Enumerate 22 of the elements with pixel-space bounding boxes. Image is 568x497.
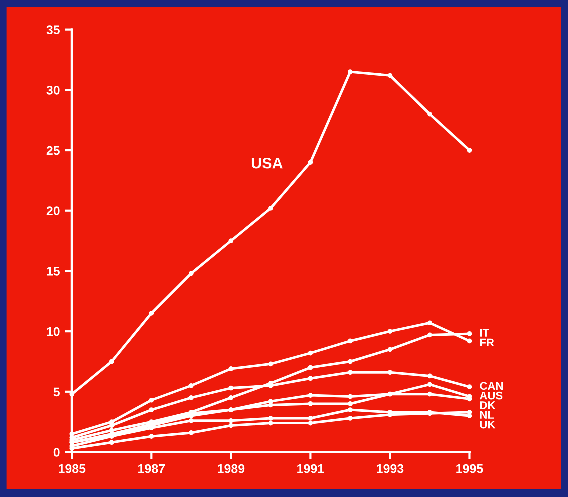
x-tick-label: 1995 [456,464,484,474]
y-tick-label: 15 [47,267,60,276]
y-tick-label: 25 [46,146,60,156]
series-label: NL [480,411,494,419]
x-tick-label: 1985 [59,464,86,474]
series-label: USA [252,158,283,169]
y-tick-label: 35 [46,26,60,34]
x-tick-label: 1987 [138,464,166,474]
series-label: DK [480,402,496,410]
series-label: FR [480,338,494,347]
x-tick-label: 1989 [218,464,245,474]
x-tick-label: 1991 [298,464,324,474]
y-tick-label: 30 [46,86,60,95]
y-tick-label: 10 [47,327,60,336]
series-label: UK [480,420,496,429]
y-tick-label: 5 [54,388,60,397]
series-label: CAN [480,382,503,390]
y-tick-label: 20 [46,206,60,216]
series-label: AUS [480,392,503,400]
x-tick-label: 1993 [377,464,404,474]
series-label: IT [480,329,490,337]
y-tick-label: 0 [54,448,60,457]
